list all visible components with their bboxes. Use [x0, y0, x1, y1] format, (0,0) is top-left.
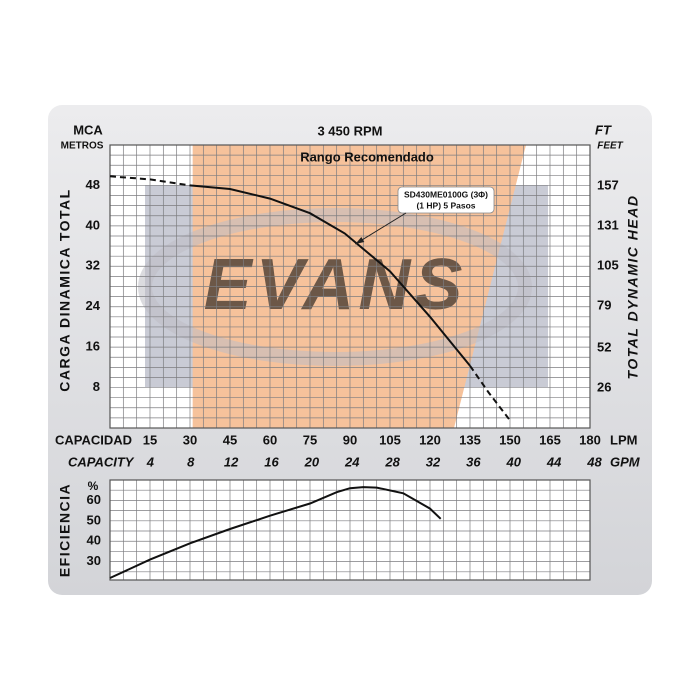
x-tick-label: 90: [343, 432, 357, 447]
y2-unit: FT: [595, 122, 612, 137]
y-axis-label: CARGA DINAMICA TOTAL: [57, 188, 73, 391]
y2-tick-label: 105: [597, 258, 619, 273]
x2-tick-label: 16: [264, 454, 279, 469]
y2-unit-sub: FEET: [597, 141, 623, 152]
y-tick-label: 40: [86, 217, 100, 232]
y2-axis-label: TOTAL DYNAMIC HEAD: [625, 195, 641, 380]
y2-tick-label: 79: [597, 298, 611, 313]
x2-tick-label: 32: [426, 454, 441, 469]
x2-tick-label: 4: [146, 454, 155, 469]
x2-tick-label: 20: [304, 454, 320, 469]
x2-axis-label: CAPACITY: [68, 454, 135, 469]
y-tick-label: 30: [87, 553, 101, 568]
x2-tick-label: 28: [384, 454, 400, 469]
x-tick-label: 75: [303, 432, 317, 447]
x-tick-label: 60: [263, 432, 277, 447]
title: 3 450 RPM: [317, 123, 382, 138]
y-tick-label: 24: [86, 298, 101, 313]
x2-tick-label: 24: [344, 454, 360, 469]
arrow-head: [355, 237, 365, 245]
x2-tick-label: 48: [586, 454, 602, 469]
logo-ring: [138, 208, 532, 366]
y-tick-label: 32: [86, 258, 100, 273]
annotation: (1 HP) 5 Pasos: [416, 200, 475, 210]
y2-tick-label: 131: [597, 218, 619, 233]
x-tick-label: 45: [223, 432, 237, 447]
x-tick-label: 15: [143, 432, 157, 447]
curve: [109, 486, 442, 579]
plot-border: [109, 479, 591, 581]
x2-tick-label: 44: [546, 454, 562, 469]
watermark: EVANS: [204, 245, 467, 325]
y-tick-label: 8: [93, 379, 100, 394]
range-label: Rango Recomendado: [300, 149, 434, 164]
annotation-box: [397, 186, 495, 214]
plot-border: [109, 144, 591, 429]
y2-tick-label: 157: [597, 178, 619, 193]
x-axis-label: CAPACIDAD: [55, 432, 132, 447]
y-axis-label: EFICIENCIA: [57, 483, 73, 577]
y-tick-label: 50: [87, 512, 101, 527]
y-unit: MCA: [73, 122, 103, 137]
y2-tick-label: 52: [597, 339, 611, 354]
y-unit: %: [88, 479, 99, 493]
y-tick-label: 16: [86, 339, 100, 354]
x-tick-label: 135: [459, 432, 481, 447]
x-tick-label: 120: [419, 432, 441, 447]
y-tick-label: 60: [87, 492, 101, 507]
x2-tick-label: 8: [187, 454, 195, 469]
x2-tick-label: 12: [224, 454, 239, 469]
x-tick-label: 150: [499, 432, 521, 447]
annotation: SD430ME0100G (3Φ): [404, 189, 488, 199]
x2-unit: GPM: [610, 454, 641, 469]
annotation-arrow: [355, 212, 407, 245]
x-tick-label: 105: [379, 432, 401, 447]
y-unit-sub: METROS: [61, 141, 104, 152]
x-tick-label: 180: [579, 432, 601, 447]
y2-tick-label: 26: [597, 379, 611, 394]
x2-tick-label: 36: [466, 454, 481, 469]
y-tick-label: 48: [86, 177, 100, 192]
x-unit: LPM: [610, 432, 637, 447]
x-tick-label: 165: [539, 432, 561, 447]
curve: [109, 175, 511, 422]
curve: [189, 184, 471, 367]
x-tick-label: 30: [183, 432, 197, 447]
y-tick-label: 40: [87, 533, 101, 548]
x2-tick-label: 40: [506, 454, 522, 469]
